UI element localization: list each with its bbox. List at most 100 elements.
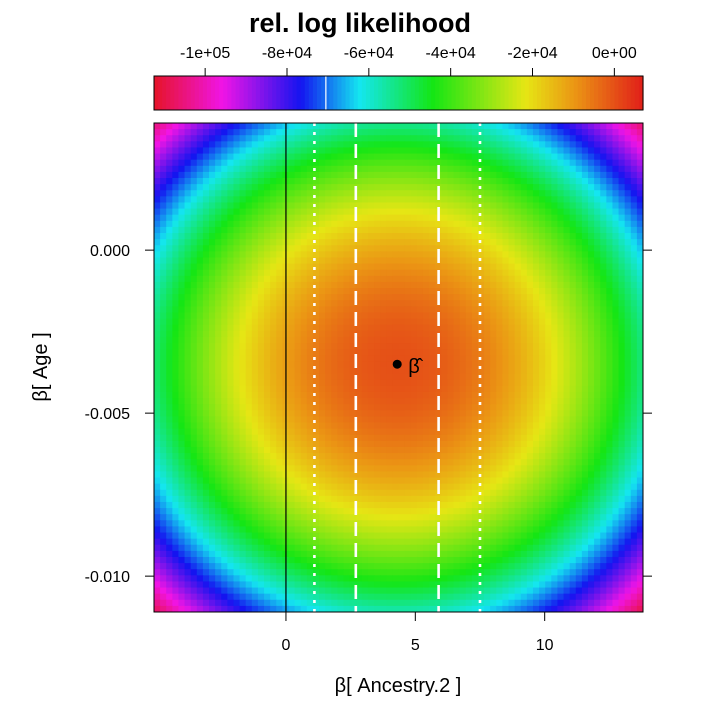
heatmap-cell: [398, 324, 406, 332]
heatmap-cell: [471, 404, 479, 411]
heatmap-cell: [233, 379, 241, 387]
heatmap-cell: [435, 239, 442, 246]
heatmap-cell: [160, 123, 167, 130]
heatmap-cell: [202, 245, 210, 252]
heatmap-cell: [502, 123, 510, 130]
heatmap-cell: [190, 129, 198, 136]
heatmap-cell: [227, 446, 234, 454]
heatmap-cell: [508, 404, 516, 411]
heatmap-cell: [239, 288, 247, 295]
heatmap-cell: [325, 226, 332, 234]
colorbar-swatch: [614, 76, 620, 110]
heatmap-cell: [319, 141, 326, 148]
heatmap-cell: [178, 361, 186, 368]
heatmap-cell: [386, 330, 393, 338]
heatmap-cell: [312, 453, 320, 460]
heatmap-cell: [361, 214, 369, 222]
heatmap-cell: [539, 141, 546, 148]
heatmap-cell: [209, 196, 216, 203]
heatmap-cell: [306, 312, 314, 320]
heatmap-cell: [331, 263, 338, 271]
heatmap-cell: [227, 312, 234, 320]
heatmap-cell: [288, 440, 296, 448]
heatmap-cell: [300, 483, 308, 491]
heatmap-cell: [319, 434, 326, 442]
heatmap-cell: [612, 391, 620, 399]
heatmap-cell: [190, 263, 198, 271]
heatmap-cell: [508, 416, 516, 424]
heatmap-cell: [441, 428, 448, 436]
heatmap-cell: [551, 171, 558, 179]
heatmap-cell: [349, 477, 357, 485]
heatmap-cell: [569, 446, 577, 454]
heatmap-cell: [581, 477, 589, 485]
heatmap-cell: [190, 434, 198, 442]
heatmap-cell: [239, 171, 247, 179]
heatmap-cell: [392, 385, 399, 393]
heatmap-cell: [557, 440, 565, 448]
heatmap-cell: [160, 129, 167, 136]
heatmap-cell: [270, 300, 277, 307]
heatmap-cell: [343, 312, 351, 320]
heatmap-cell: [545, 477, 552, 485]
heatmap-cell: [270, 398, 277, 405]
heatmap-cell: [319, 263, 326, 271]
heatmap-cell: [612, 165, 620, 173]
heatmap-cell: [184, 391, 192, 399]
heatmap-cell: [361, 349, 369, 356]
heatmap-cell: [532, 367, 540, 375]
heatmap-cell: [545, 355, 552, 362]
heatmap-cell: [465, 233, 473, 240]
heatmap-cell: [294, 306, 302, 313]
heatmap-cell: [477, 440, 485, 448]
heatmap-cell: [349, 324, 357, 332]
heatmap-cell: [178, 343, 186, 350]
heatmap-cell: [422, 214, 430, 222]
heatmap-cell: [447, 220, 455, 228]
heatmap-cell: [606, 288, 613, 295]
heatmap-cell: [416, 300, 424, 307]
heatmap-cell: [367, 245, 375, 252]
heatmap-cell: [276, 257, 283, 265]
heatmap-cell: [410, 226, 418, 234]
heatmap-cell: [392, 178, 399, 185]
heatmap-cell: [221, 184, 228, 191]
heatmap-cell: [196, 306, 204, 313]
heatmap-cell: [532, 147, 540, 155]
heatmap-cell: [612, 477, 620, 485]
heatmap-cell: [361, 434, 369, 442]
heatmap-cell: [300, 208, 308, 216]
colorbar-swatch: [455, 76, 461, 110]
heatmap-cell: [325, 306, 332, 313]
heatmap-cell: [600, 312, 607, 320]
heatmap-cell: [600, 404, 607, 411]
heatmap-cell: [166, 300, 173, 307]
heatmap-cell: [429, 135, 436, 142]
heatmap-cell: [239, 379, 247, 387]
heatmap-cell: [386, 373, 393, 381]
heatmap-cell: [202, 416, 210, 424]
heatmap-cell: [416, 135, 424, 142]
heatmap-cell: [380, 343, 387, 350]
heatmap-cell: [355, 208, 363, 216]
heatmap-cell: [594, 306, 601, 313]
heatmap-cell: [471, 233, 479, 240]
heatmap-cell: [251, 196, 259, 203]
heatmap-cell: [337, 129, 344, 136]
heatmap-cell: [245, 288, 253, 295]
heatmap-cell: [404, 153, 412, 161]
heatmap-cell: [490, 477, 497, 485]
heatmap-cell: [355, 373, 363, 381]
heatmap-cell: [294, 355, 302, 362]
heatmap-cell: [551, 398, 558, 405]
heatmap-cell: [270, 330, 277, 338]
heatmap-cell: [569, 165, 577, 173]
heatmap-cell: [575, 269, 583, 277]
heatmap-cell: [612, 129, 620, 136]
heatmap-cell: [343, 489, 351, 497]
heatmap-cell: [471, 281, 479, 289]
heatmap-cell: [172, 349, 179, 356]
heatmap-cell: [251, 404, 259, 411]
heatmap-cell: [508, 343, 516, 350]
heatmap-cell: [581, 275, 589, 283]
